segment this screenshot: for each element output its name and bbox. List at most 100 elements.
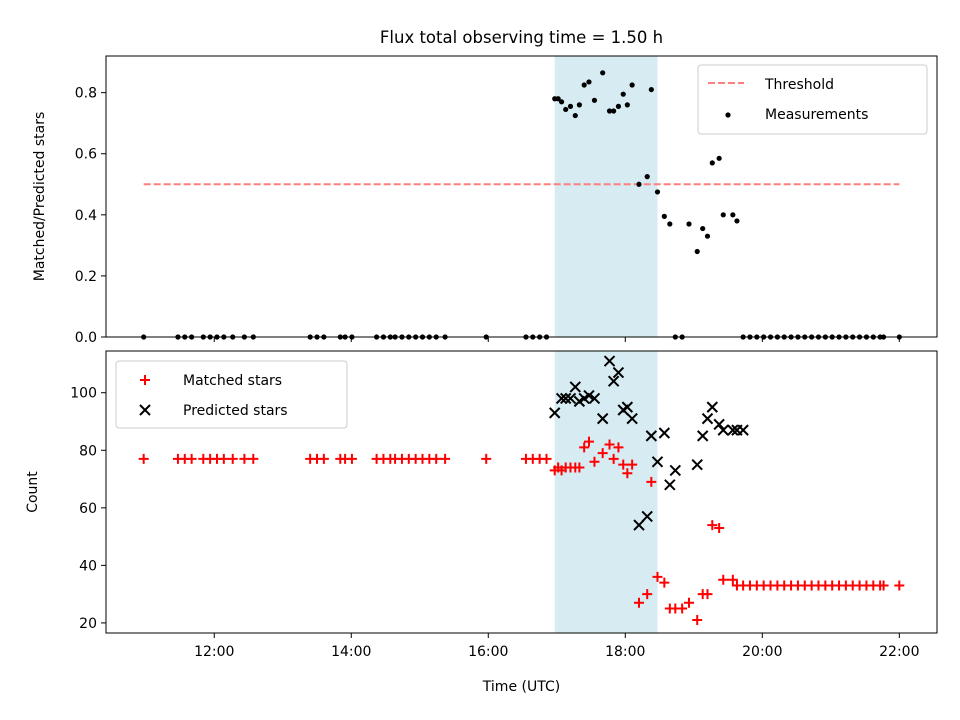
matched-star-point — [633, 597, 644, 608]
measurement-point — [615, 103, 622, 109]
y-tick-label: 40 — [79, 558, 97, 574]
matched-star-point — [574, 462, 585, 473]
matched-star-point — [677, 603, 688, 614]
measurement-point — [644, 174, 650, 180]
measurement-point — [654, 189, 661, 195]
measurement-point — [572, 112, 578, 119]
matched-star-point — [718, 574, 729, 585]
measurement-point — [591, 97, 598, 103]
predicted-star-point — [596, 412, 609, 425]
x-tick-label: 20:00 — [742, 644, 782, 660]
matched-star-point — [583, 436, 594, 447]
predicted-star-point — [701, 412, 714, 425]
measurement-point — [629, 82, 635, 88]
x-tick-label: 18:00 — [605, 644, 645, 660]
matched-star-point — [541, 453, 552, 464]
predicted-star-point — [559, 392, 572, 405]
y-tick-label: 0.8 — [75, 86, 97, 102]
matched-star-point — [702, 589, 713, 600]
matched-star-point — [318, 453, 329, 464]
observing-window-span — [554, 56, 658, 337]
matched-star-point — [608, 453, 619, 464]
predicted-star-point — [633, 519, 645, 531]
predicted-star-point — [706, 401, 719, 413]
matched-star-point — [613, 442, 624, 453]
measurement-point — [661, 213, 667, 219]
matched-star-point — [684, 597, 695, 608]
measurement-point — [576, 102, 582, 108]
x-tick-label: 14:00 — [331, 644, 371, 660]
measurement-point — [648, 86, 654, 93]
y-axis-label: Count — [25, 471, 41, 513]
matched-star-point — [138, 453, 149, 464]
x-tick-label: 12:00 — [194, 644, 234, 660]
measurement-point — [624, 102, 630, 108]
matched-star-point — [604, 439, 615, 450]
legend-matched-swatch — [140, 375, 150, 385]
x-axis-label: Time (UTC) — [482, 679, 560, 695]
legend: Matched stars Predicted stars — [115, 360, 348, 429]
predicted-star-point — [664, 479, 676, 491]
series-matched-stars — [138, 436, 905, 626]
predicted-star-point — [651, 456, 664, 468]
y-tick-label: 20 — [79, 616, 97, 632]
measurement-point — [686, 221, 692, 227]
measurement-point — [567, 103, 574, 109]
legend: Threshold Measurements — [697, 64, 928, 135]
matched-star-point — [894, 580, 905, 591]
matched-star-point — [642, 589, 653, 600]
predicted-star-point — [645, 430, 658, 442]
predicted-star-point — [583, 389, 595, 402]
y-tick-label: 60 — [79, 501, 97, 517]
bottom-panel: 12:00 14:00 16:00 18:00 20:00 22:00 20 40 60 80 10… — [25, 350, 938, 695]
matched-star-point — [431, 453, 442, 464]
axes-frame — [105, 55, 938, 338]
matched-star-point — [618, 459, 629, 470]
measurement-point — [730, 212, 736, 218]
predicted-star-point — [696, 430, 709, 442]
predicted-star-point — [713, 418, 725, 431]
measurement-point — [555, 96, 561, 102]
measurement-point — [581, 82, 587, 88]
measurement-point — [563, 106, 569, 113]
matched-star-point — [481, 453, 492, 464]
chart-title: Flux total observing time = 1.50 h — [380, 28, 663, 47]
legend-measurements-label: Measurements — [765, 107, 868, 123]
predicted-star-point — [555, 392, 568, 405]
matched-star-point — [248, 453, 259, 464]
matched-star-point — [627, 459, 638, 470]
legend-predicted-swatch — [139, 404, 151, 416]
y-tick-label: 0.6 — [75, 147, 97, 163]
y-tick-label: 80 — [79, 443, 97, 459]
matched-star-point — [659, 577, 670, 588]
x-tick-label: 16:00 — [468, 644, 508, 660]
y-tick-label: 100 — [70, 386, 97, 402]
measurement-point — [700, 225, 706, 232]
x-tick-label: 22:00 — [879, 644, 919, 660]
y-tick-label: 0.4 — [75, 208, 97, 224]
matched-star-point — [186, 453, 197, 464]
legend-threshold-label: Threshold — [764, 77, 834, 93]
measurement-point — [600, 70, 606, 76]
series-measurements — [141, 70, 902, 340]
predicted-star-point — [717, 424, 729, 436]
matched-star-point — [707, 520, 718, 531]
measurement-point — [606, 108, 613, 114]
measurement-point — [558, 99, 565, 105]
matched-star-point — [218, 453, 229, 464]
predicted-star-point — [549, 407, 561, 419]
matched-star-point — [239, 453, 250, 464]
series-predicted-stars — [549, 355, 749, 531]
matched-star-point — [622, 468, 633, 479]
matched-star-point — [646, 476, 657, 487]
predicted-star-point — [588, 392, 601, 405]
legend-measurements-swatch — [725, 112, 731, 118]
predicted-star-point — [691, 458, 703, 471]
legend-box — [697, 64, 928, 135]
matched-star-point — [346, 453, 357, 464]
predicted-star-point — [603, 355, 616, 367]
axes-frame — [105, 350, 938, 634]
matched-star-point — [692, 615, 703, 626]
legend-box — [115, 360, 348, 429]
